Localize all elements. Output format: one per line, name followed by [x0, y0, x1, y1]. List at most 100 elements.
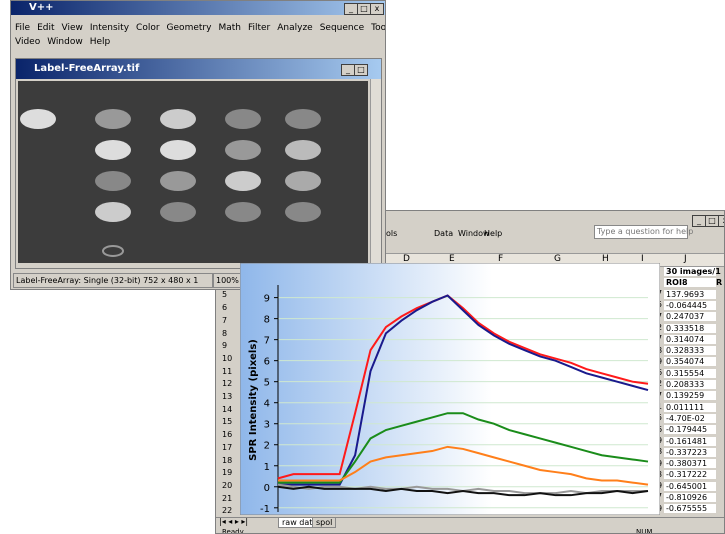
spot	[285, 171, 321, 191]
close[interactable]: x	[718, 215, 725, 227]
spot	[225, 140, 261, 160]
row-header: 10	[222, 354, 232, 363]
y-tick-label: 1	[264, 462, 270, 473]
menu-item[interactable]: Edit	[37, 23, 54, 33]
y-tick-label: 5	[264, 378, 270, 389]
menu-item[interactable]: ols	[386, 229, 397, 238]
row-header: 16	[222, 430, 232, 439]
cell: -0.064445	[664, 301, 716, 310]
image-window: Label-FreeArray.tif _ □	[15, 58, 382, 269]
cell: -0.810926	[664, 493, 716, 502]
row-header: 15	[222, 417, 232, 426]
menu-item[interactable]: File	[15, 23, 30, 33]
scrollbar[interactable]	[370, 79, 382, 269]
column-header: R	[716, 278, 722, 287]
y-tick-label: 9	[264, 294, 270, 305]
row-header: 17	[222, 443, 232, 452]
cell: ROI8	[664, 278, 716, 287]
y-tick-label: 8	[264, 315, 270, 326]
y-tick-label: -1	[260, 504, 270, 515]
status-field: NUM	[636, 528, 652, 534]
cell: -0.179445	[664, 425, 716, 434]
row-header: 19	[222, 468, 232, 477]
minimize[interactable]: _	[692, 215, 706, 227]
y-tick-label: 3	[264, 420, 270, 431]
row-header: 13	[222, 392, 232, 401]
spot	[160, 202, 196, 222]
row-header: 14	[222, 405, 232, 414]
spot	[225, 171, 261, 191]
menu-item[interactable]: Analyze	[277, 23, 312, 33]
vpp-window: V++ _ □ x Label-FreeArray.tif _ □ File Ed…	[10, 0, 386, 290]
y-tick-label: 4	[264, 399, 270, 410]
row-header: 12	[222, 379, 232, 388]
maximize[interactable]: □	[354, 64, 368, 76]
help-box[interactable]: Type a question for help	[594, 225, 688, 239]
maximize[interactable]: □	[357, 3, 371, 15]
y-tick-label: 0	[264, 483, 270, 494]
screen: _ □ x |◂ ◂ ▸ ▸| ols Data Window Help Type a …	[0, 0, 725, 534]
menu-item[interactable]: Geometry	[167, 23, 212, 33]
image	[18, 81, 368, 263]
menu-item[interactable]: Filter	[248, 23, 270, 33]
menu-item[interactable]: View	[62, 23, 83, 33]
spot	[95, 109, 131, 129]
spot	[285, 140, 321, 160]
spot	[95, 171, 131, 191]
menu-item[interactable]: Help	[484, 229, 502, 238]
minimize[interactable]: _	[341, 64, 355, 76]
row-header: 20	[222, 481, 232, 490]
y-axis-label: SPR Intensity (pixels)	[248, 339, 259, 461]
spot	[95, 140, 131, 160]
row-header: 8	[222, 329, 227, 338]
row-header: 7	[222, 316, 227, 325]
row-header: 5	[222, 290, 227, 299]
tab-nav[interactable]: |◂ ◂ ▸ ▸|	[219, 517, 248, 526]
spot	[160, 140, 196, 160]
cell: -0.645001	[664, 482, 716, 491]
cell: 0.315554	[664, 369, 716, 378]
cell: 30 images/1	[664, 267, 716, 276]
menu-item[interactable]: Color	[136, 23, 160, 33]
y-tick-label: 7	[264, 336, 270, 347]
cell: 0.011111	[664, 403, 716, 412]
menu-item[interactable]: Tools	[371, 23, 386, 33]
menu-item[interactable]: Help	[90, 37, 111, 47]
cell: 0.139259	[664, 391, 716, 400]
row-header: 21	[222, 494, 232, 503]
row-header: 18	[222, 456, 232, 465]
menu-item[interactable]: Math	[218, 23, 241, 33]
menu-item[interactable]: Video	[15, 37, 40, 47]
vpp-title-bar: V++	[11, 1, 385, 15]
image-title-bar: Label-FreeArray.tif	[16, 59, 381, 79]
cell: 0.328333	[664, 346, 716, 355]
row-header: 6	[222, 303, 227, 312]
spot	[285, 202, 321, 222]
menu-item[interactable]: Sequence	[320, 23, 364, 33]
spot	[95, 202, 131, 222]
cell: 0.247037	[664, 312, 716, 321]
row-header: 22	[222, 506, 232, 515]
cell: 0.354074	[664, 357, 716, 366]
spot	[20, 109, 56, 129]
chart-area	[240, 263, 660, 515]
spot	[225, 109, 261, 129]
sheet-tab[interactable]: spol	[312, 517, 336, 528]
row-header: 11	[222, 367, 232, 376]
cell: 0.333518	[664, 324, 716, 333]
cell: -0.161481	[664, 437, 716, 446]
spot	[225, 202, 261, 222]
row-header: 9	[222, 341, 227, 350]
maximize[interactable]: □	[705, 215, 719, 227]
cell: 137.9693	[664, 290, 716, 299]
spot	[160, 171, 196, 191]
menu-item[interactable]: Data	[434, 229, 453, 238]
spot	[285, 109, 321, 129]
close[interactable]: x	[370, 3, 384, 15]
status-field: Ready	[222, 528, 244, 534]
menu-item[interactable]: Window	[47, 37, 83, 47]
minimize[interactable]: _	[344, 3, 358, 15]
column-header: J	[684, 254, 687, 264]
menu-item[interactable]: Intensity	[90, 23, 129, 33]
